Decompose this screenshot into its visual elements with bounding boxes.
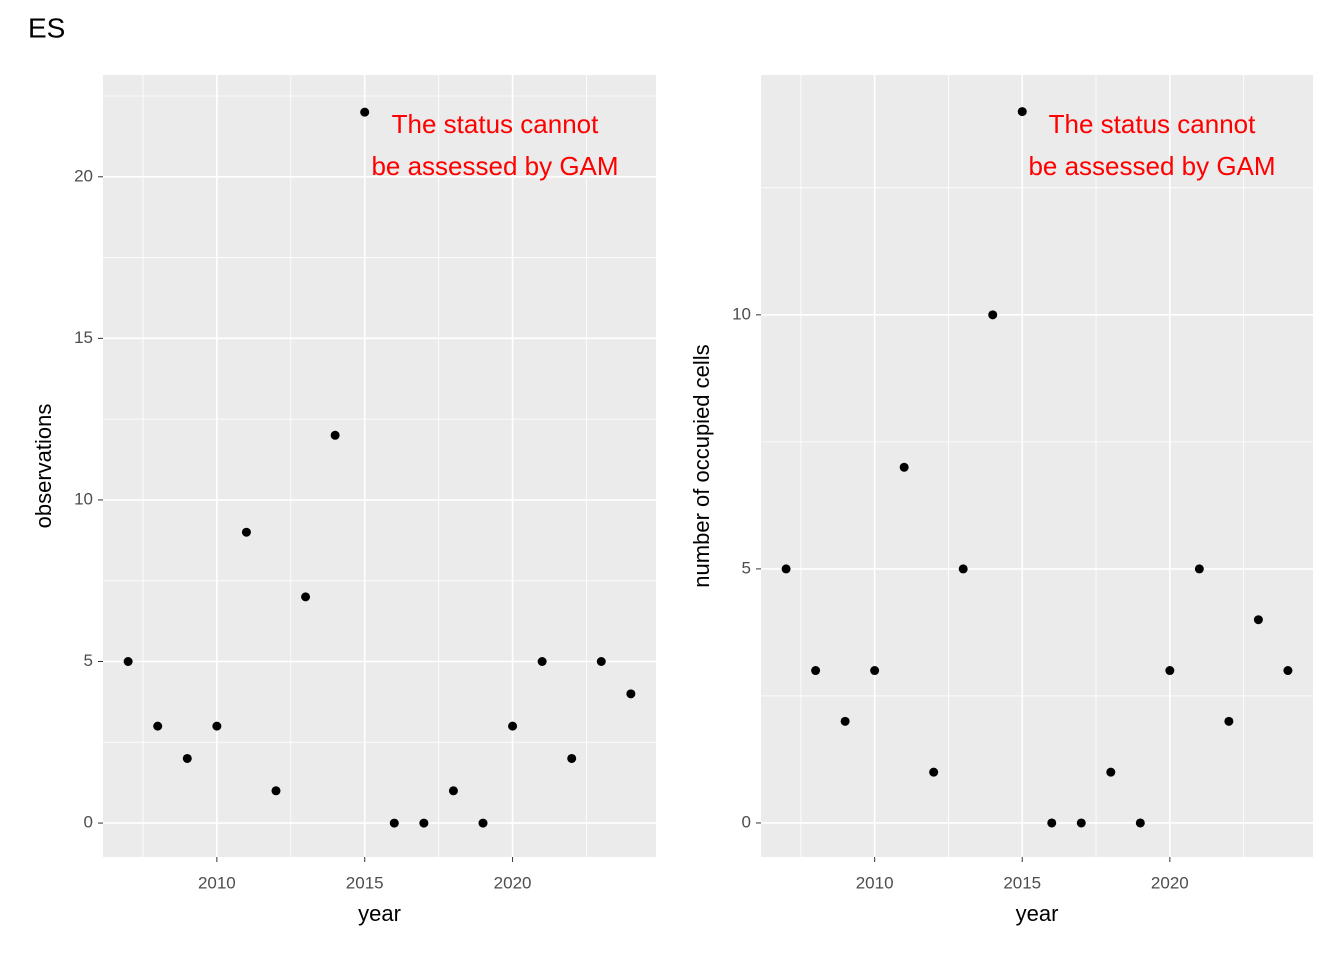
point [360, 107, 370, 117]
y-tick-label: 15 [74, 328, 93, 347]
point [899, 462, 909, 472]
point [1135, 818, 1145, 828]
annotation: The status cannot [1049, 109, 1256, 139]
point [1194, 564, 1204, 574]
point [389, 818, 399, 828]
x-tick-label: 2015 [1003, 873, 1041, 892]
y-tick-label: 10 [74, 489, 93, 508]
point [182, 753, 192, 763]
point [958, 564, 968, 574]
point [301, 592, 311, 602]
annotation: be assessed by GAM [1028, 151, 1275, 181]
x-tick-label: 2010 [198, 873, 236, 892]
y-axis-title: observations [31, 404, 56, 529]
point [626, 689, 636, 699]
annotation: be assessed by GAM [371, 151, 618, 181]
point [241, 527, 251, 537]
y-tick-label: 10 [732, 304, 751, 323]
point [1224, 716, 1234, 726]
point [508, 721, 518, 731]
point [1165, 666, 1175, 676]
x-tick-label: 2020 [494, 873, 532, 892]
point [1106, 767, 1116, 777]
point [567, 753, 577, 763]
y-tick-label: 0 [84, 813, 93, 832]
point [271, 786, 281, 796]
point [212, 721, 222, 731]
point [929, 767, 939, 777]
point [448, 786, 458, 796]
point [840, 716, 850, 726]
point [478, 818, 488, 828]
panel-background [761, 75, 1313, 857]
point [330, 430, 340, 440]
panel-background [103, 75, 656, 857]
figure-title: ES [28, 12, 65, 43]
point [1076, 818, 1086, 828]
y-axis-title: number of occupied cells [689, 344, 714, 587]
y-tick-label: 20 [74, 166, 93, 185]
point [537, 657, 547, 666]
point [419, 818, 429, 828]
x-tick-label: 2010 [856, 873, 894, 892]
point [1047, 818, 1057, 828]
point [811, 666, 821, 676]
y-tick-label: 5 [742, 558, 751, 577]
annotation: The status cannot [392, 109, 599, 139]
point [1253, 615, 1263, 625]
x-tick-label: 2020 [1151, 873, 1189, 892]
point [1283, 666, 1293, 676]
point [123, 657, 133, 666]
point [596, 657, 606, 666]
y-tick-label: 5 [84, 651, 93, 670]
x-axis-title: year [358, 901, 401, 926]
point [988, 310, 998, 320]
point [870, 666, 880, 676]
point [153, 721, 163, 731]
x-tick-label: 2015 [346, 873, 384, 892]
point [1017, 107, 1027, 117]
point [781, 564, 791, 574]
x-axis-title: year [1016, 901, 1059, 926]
y-tick-label: 0 [742, 812, 751, 831]
